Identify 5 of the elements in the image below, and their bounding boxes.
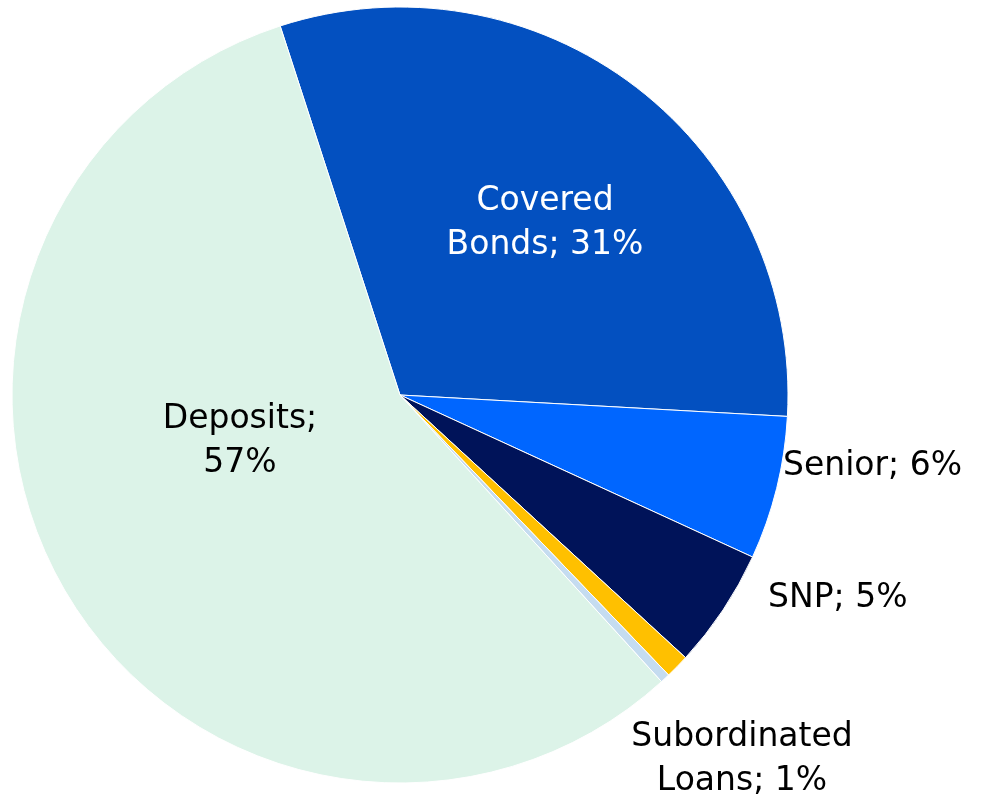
slice-label: Subordinated Loans; 1% (631, 715, 853, 798)
slice-label: SNP; 5% (768, 576, 908, 615)
slice-label: Senior; 6% (783, 444, 963, 483)
slice-label: Deposits; 57% (162, 397, 318, 480)
slice-label: Covered Bonds; 31% (446, 179, 644, 262)
